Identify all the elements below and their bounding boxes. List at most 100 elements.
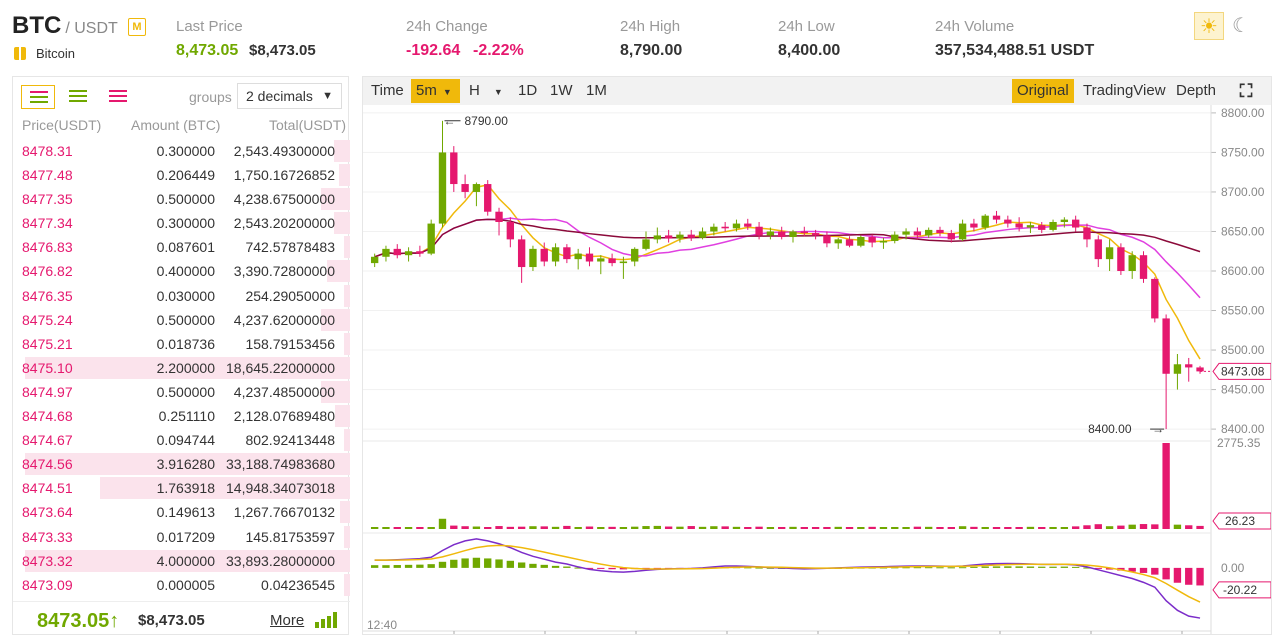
ask-price: 8474.97 [22, 383, 73, 400]
depth-bar [340, 501, 350, 524]
groups-select[interactable]: 2 decimals ▼ [237, 83, 342, 109]
volume-current-label: 26.23 [1225, 514, 1255, 528]
volume-bar [517, 526, 526, 529]
volume-bar [619, 527, 628, 529]
change-pct: -2.22% [473, 42, 524, 59]
high-value: 8,790.00 [620, 42, 683, 59]
volume-bar [1151, 524, 1159, 529]
volume-bar [1094, 524, 1102, 529]
ask-row[interactable]: 8476.82 0.400000 3,390.72800000 [13, 259, 350, 283]
ask-row[interactable]: 8474.67 0.094744 802.92413448 [13, 428, 350, 452]
macd-histogram-bar [1105, 567, 1114, 570]
interval-hour-select[interactable]: H ▼ [464, 79, 508, 103]
volume-bar [461, 526, 469, 529]
macd-signal-line [374, 544, 1201, 603]
ask-row[interactable]: 8474.97 0.500000 4,237.48500000 [13, 380, 350, 404]
ask-row[interactable]: 8475.21 0.018736 158.79153456 [13, 332, 350, 356]
book-sell-only-icon[interactable] [101, 85, 135, 109]
ask-price: 8475.10 [22, 359, 73, 376]
ask-row[interactable]: 8477.48 0.206449 1,750.16726852 [13, 163, 350, 187]
volume-bar [857, 527, 865, 529]
low-value: 8,400.00 [778, 42, 841, 59]
volume-bar [981, 526, 989, 529]
change-abs: -192.64 [406, 42, 461, 59]
candle-body [393, 248, 401, 256]
volume-bar [1173, 524, 1182, 529]
interval-5m-select[interactable]: 5m ▼ [411, 79, 460, 103]
fullscreen-icon[interactable]: ⛶ [1239, 81, 1253, 101]
ask-price: 8473.33 [22, 528, 73, 545]
depth-bar [333, 212, 350, 235]
volume-bar [732, 526, 741, 529]
interval-hour-label: H [469, 82, 480, 99]
ask-row[interactable]: 8473.33 0.017209 145.81753597 [13, 525, 350, 549]
candle-body [970, 223, 978, 228]
depth-bar [343, 525, 350, 548]
interval-time-button[interactable]: Time [371, 82, 404, 99]
view-tradingview-tab[interactable]: TradingView [1083, 82, 1166, 99]
interval-1w-button[interactable]: 1W [550, 82, 573, 99]
book-both-sides-icon[interactable] [21, 85, 55, 109]
light-theme-icon[interactable]: ☀ [1194, 12, 1224, 40]
macd-histogram-bar [981, 566, 989, 568]
ask-row[interactable]: 8477.34 0.300000 2,543.20200000 [13, 211, 350, 235]
footer-last-price-value: 8473.05 [37, 610, 110, 632]
interval-1m-button[interactable]: 1M [586, 82, 607, 99]
depth-bar [338, 164, 350, 187]
candle-body [529, 248, 537, 268]
macd-histogram-bar [563, 566, 571, 568]
candlestick-chart[interactable]: 8800.00 8750.00 8700.00 8650.00 8600.00 8550.… [363, 105, 1271, 634]
macd-histogram-bar [958, 567, 967, 569]
ask-row[interactable]: 8477.35 0.500000 4,238.67500000 [13, 187, 350, 211]
volume-bar [631, 526, 639, 529]
time-axis-label: 12:40 [367, 618, 397, 632]
volume-bar [404, 527, 413, 529]
volume-bar [1196, 525, 1204, 529]
ask-row[interactable]: 8474.51 1.763918 14,948.34073018 [13, 476, 350, 500]
candle-body [1060, 219, 1069, 222]
volume-tag [1212, 512, 1271, 530]
book-buy-only-icon[interactable] [61, 85, 95, 109]
view-depth-tab[interactable]: Depth [1176, 82, 1217, 99]
ask-row[interactable]: 8478.31 0.300000 2,543.49300000 [13, 139, 350, 163]
volume-bar [1015, 527, 1023, 529]
coin-name-link[interactable]: Bitcoin [36, 46, 76, 61]
depth-bar [335, 405, 350, 428]
ask-row[interactable]: 8476.83 0.087601 742.57878483 [13, 235, 350, 259]
candle-body [540, 248, 548, 262]
ask-row[interactable]: 8475.24 0.500000 4,237.62000000 [13, 308, 350, 332]
candle-body [947, 233, 955, 240]
volume-bar [913, 526, 922, 529]
view-original-tab[interactable]: Original [1012, 79, 1074, 103]
volume-bar [1185, 525, 1193, 529]
current-price-tag [1212, 362, 1271, 380]
ask-price: 8476.35 [22, 287, 73, 304]
ask-row[interactable]: 8473.09 0.000005 0.04236545 [13, 573, 350, 597]
ask-row[interactable]: 8476.35 0.030000 254.29050000 [13, 284, 350, 308]
ask-price: 8477.34 [22, 215, 73, 232]
ask-row[interactable]: 8475.10 2.200000 18,645.22000000 [13, 356, 350, 380]
interval-1d-button[interactable]: 1D [518, 82, 538, 99]
ask-row[interactable]: 8474.56 3.916280 33,188.74983680 [13, 452, 350, 476]
ask-amount: 0.094744 [156, 432, 215, 449]
depth-bar [327, 260, 350, 283]
depth-bar [333, 140, 350, 162]
ask-total: 2,543.49300000 [233, 143, 335, 159]
candle-body [664, 235, 673, 239]
ask-amount: 0.300000 [156, 143, 215, 159]
candle-body [574, 253, 582, 260]
volume-bar [585, 526, 594, 529]
margin-badge[interactable]: M [128, 18, 146, 36]
depth-bar [343, 573, 350, 596]
volume-bar [891, 526, 899, 529]
volume-bar [755, 526, 763, 529]
ask-row[interactable]: 8473.32 4.000000 33,893.28000000 [13, 549, 350, 573]
ask-row[interactable]: 8473.64 0.149613 1,267.76670132 [13, 500, 350, 524]
macd-histogram-bar [1026, 566, 1035, 568]
volume-bar [450, 525, 458, 529]
dark-theme-icon[interactable]: ☾ [1232, 15, 1250, 37]
macd-histogram-bar [1071, 566, 1080, 568]
more-link[interactable]: More [270, 612, 305, 629]
ask-row[interactable]: 8474.68 0.251110 2,128.07689480 [13, 404, 350, 428]
volume-bar [766, 527, 775, 529]
